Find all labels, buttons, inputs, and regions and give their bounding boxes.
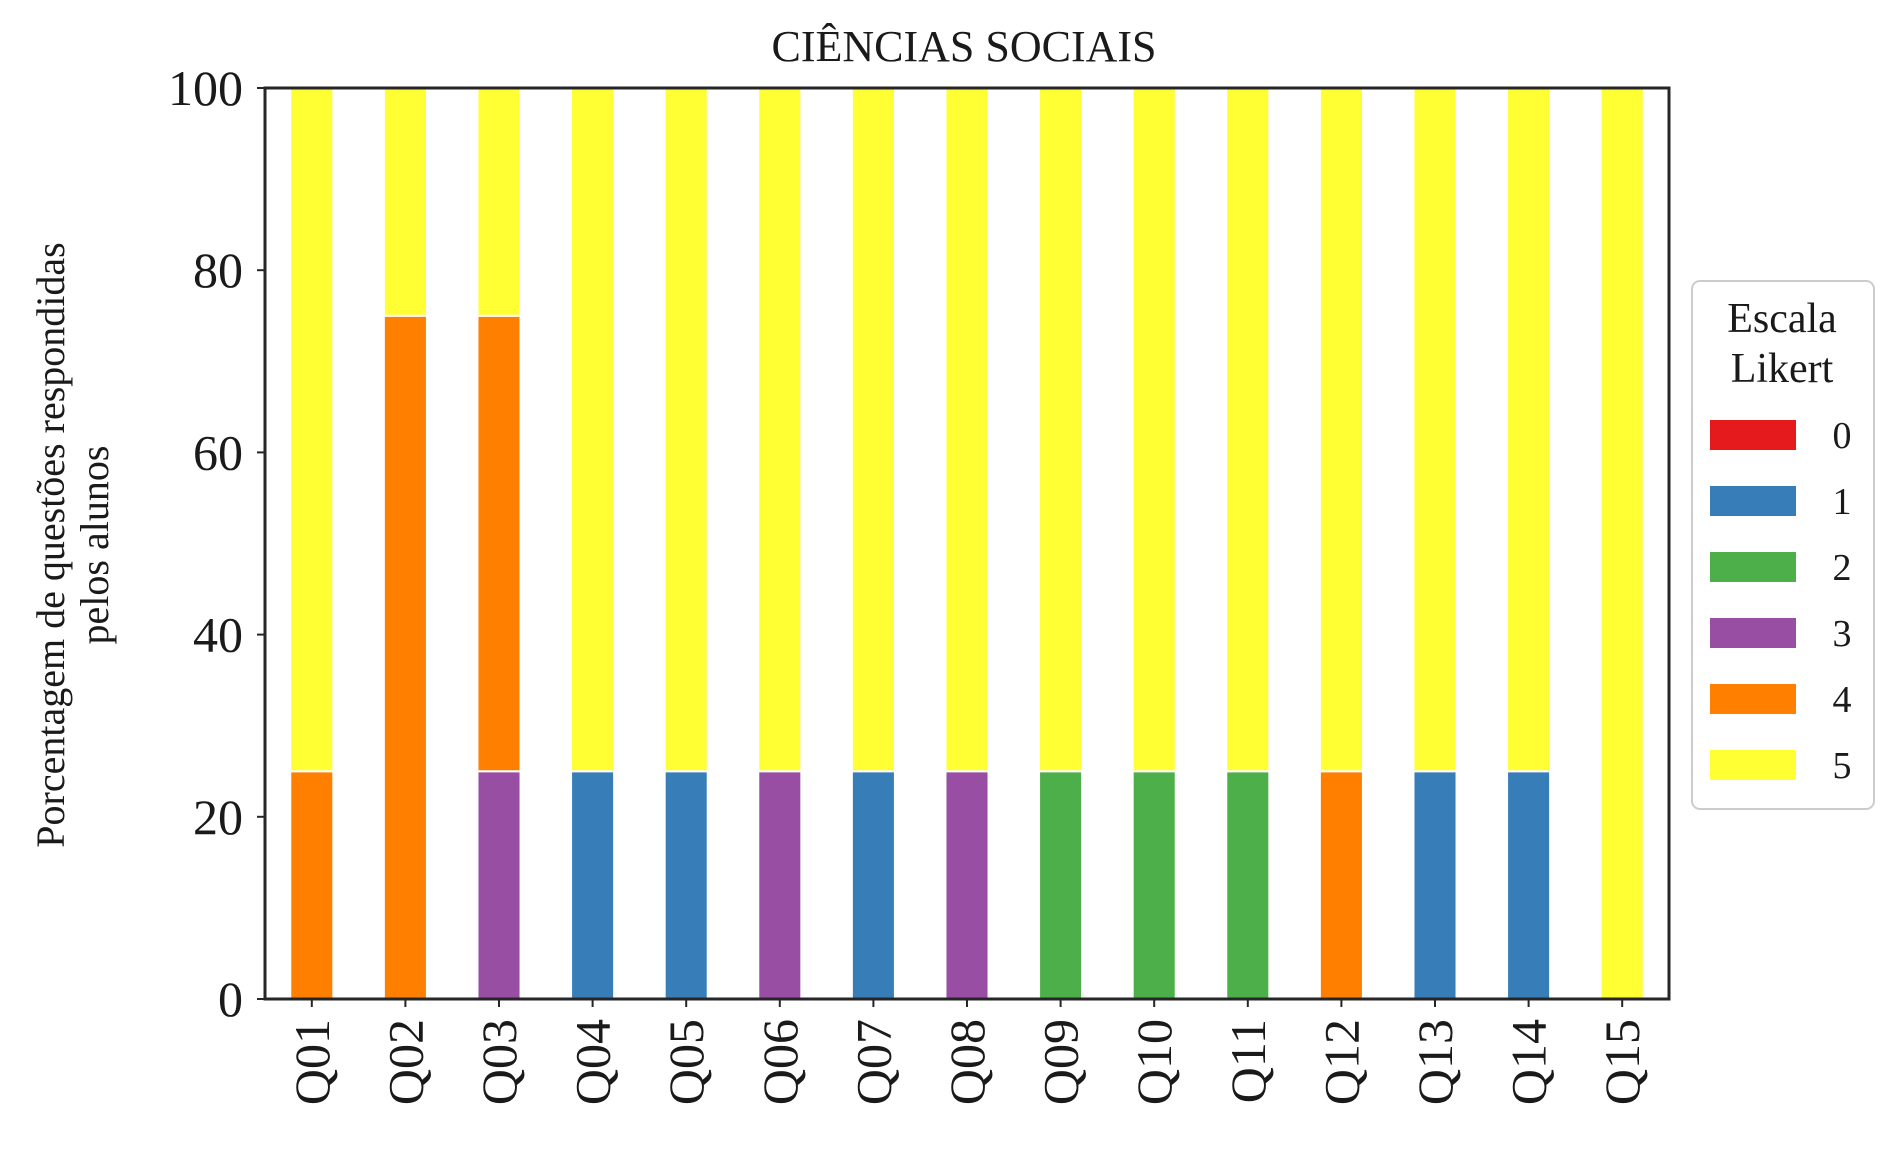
x-ticks: Q01 Q02 Q03 Q04 Q05 Q06 Q07 Q08 Q09 Q10 Q11 Q12 Q13 Q… xyxy=(284,999,1650,1105)
legend-label-0: 0 xyxy=(1833,415,1852,457)
legend-label-3: 3 xyxy=(1833,613,1852,655)
legend-swatch-0 xyxy=(1710,420,1796,450)
plot-frame xyxy=(263,86,1671,1001)
legend-label-4: 4 xyxy=(1833,679,1852,721)
y-tick-label: 40 xyxy=(193,607,243,663)
bar-Q09-scale-5 xyxy=(1038,87,1084,773)
y-tick-label: 0 xyxy=(218,971,243,1027)
x-tick-label-Q02: Q02 xyxy=(377,1019,433,1105)
y-axis-label-line-1: Porcentagem de questões respondidas xyxy=(28,242,73,847)
x-tick-label-Q05: Q05 xyxy=(658,1019,714,1105)
bar-Q07-scale-1 xyxy=(850,770,896,1000)
bar-Q15-scale-5 xyxy=(1599,87,1645,1000)
legend: Escala Likert 0 1 2 3 4 5 xyxy=(1691,280,1875,810)
bar-Q04-scale-5 xyxy=(570,87,616,773)
bar-Q01-scale-4 xyxy=(289,770,335,1000)
bar-Q07-scale-5 xyxy=(850,87,896,773)
legend-items: 0 1 2 3 4 5 xyxy=(1710,415,1852,787)
bar-Q12-scale-5 xyxy=(1318,87,1364,773)
y-axis-label-line-2: pelos alunos xyxy=(72,446,117,645)
x-tick-label-Q03: Q03 xyxy=(471,1019,527,1105)
y-tick-label: 100 xyxy=(168,60,243,116)
bar-Q11-scale-5 xyxy=(1225,87,1271,773)
bar-Q13-scale-5 xyxy=(1412,87,1458,773)
y-ticks: 0 20 40 60 80 100 xyxy=(168,60,265,1027)
x-tick-label-Q04: Q04 xyxy=(565,1019,621,1105)
bar-Q06-scale-3 xyxy=(757,770,803,1000)
legend-label-1: 1 xyxy=(1833,481,1852,523)
y-tick-label: 20 xyxy=(193,789,243,845)
y-tick-label: 80 xyxy=(193,242,243,298)
x-tick-label-Q06: Q06 xyxy=(752,1019,808,1105)
legend-title-line-2: Likert xyxy=(1731,346,1834,392)
bar-Q12-scale-4 xyxy=(1318,770,1364,1000)
bar-Q14-scale-5 xyxy=(1506,87,1552,773)
bar-Q08-scale-5 xyxy=(944,87,990,773)
bar-Q08-scale-3 xyxy=(944,770,990,1000)
legend-swatch-2 xyxy=(1710,552,1796,582)
x-tick-label-Q15: Q15 xyxy=(1594,1019,1650,1105)
bar-Q05-scale-1 xyxy=(663,770,709,1000)
bar-Q10-scale-5 xyxy=(1131,87,1177,773)
x-tick-label-Q14: Q14 xyxy=(1501,1019,1557,1105)
y-tick-label: 60 xyxy=(193,424,243,480)
legend-label-2: 2 xyxy=(1833,547,1852,589)
bar-Q03-scale-3 xyxy=(476,770,522,1000)
legend-title-line-1: Escala xyxy=(1727,296,1837,342)
x-tick-label-Q01: Q01 xyxy=(284,1019,340,1105)
bar-Q06-scale-5 xyxy=(757,87,803,773)
x-tick-label-Q13: Q13 xyxy=(1407,1019,1463,1105)
legend-swatch-1 xyxy=(1710,486,1796,516)
bar-Q13-scale-1 xyxy=(1412,770,1458,1000)
bar-Q09-scale-2 xyxy=(1038,770,1084,1000)
bar-Q03-scale-4 xyxy=(476,314,522,773)
x-tick-label-Q08: Q08 xyxy=(939,1019,995,1105)
y-axis-label: Porcentagem de questões respondidas pelo… xyxy=(28,242,117,847)
legend-box xyxy=(1691,280,1875,810)
bar-Q04-scale-1 xyxy=(570,770,616,1000)
bar-Q14-scale-1 xyxy=(1506,770,1552,1000)
legend-swatch-5 xyxy=(1710,750,1796,780)
bar-Q10-scale-2 xyxy=(1131,770,1177,1000)
bar-Q01-scale-5 xyxy=(289,87,335,773)
x-tick-label-Q10: Q10 xyxy=(1126,1019,1182,1105)
x-tick-label-Q12: Q12 xyxy=(1313,1019,1369,1105)
x-tick-label-Q07: Q07 xyxy=(845,1019,901,1105)
legend-swatch-4 xyxy=(1710,684,1796,714)
bar-Q02-scale-4 xyxy=(382,314,428,1000)
x-tick-label-Q11: Q11 xyxy=(1220,1019,1276,1103)
bar-Q02-scale-5 xyxy=(382,87,428,317)
bar-Q03-scale-5 xyxy=(476,87,522,317)
x-tick-label-Q09: Q09 xyxy=(1033,1019,1089,1105)
chart-title: CIÊNCIAS SOCIAIS xyxy=(771,22,1156,71)
bar-Q11-scale-2 xyxy=(1225,770,1271,1000)
legend-swatch-3 xyxy=(1710,618,1796,648)
bars-layer xyxy=(289,87,1645,1000)
legend-label-5: 5 xyxy=(1833,745,1852,787)
bar-Q05-scale-5 xyxy=(663,87,709,773)
